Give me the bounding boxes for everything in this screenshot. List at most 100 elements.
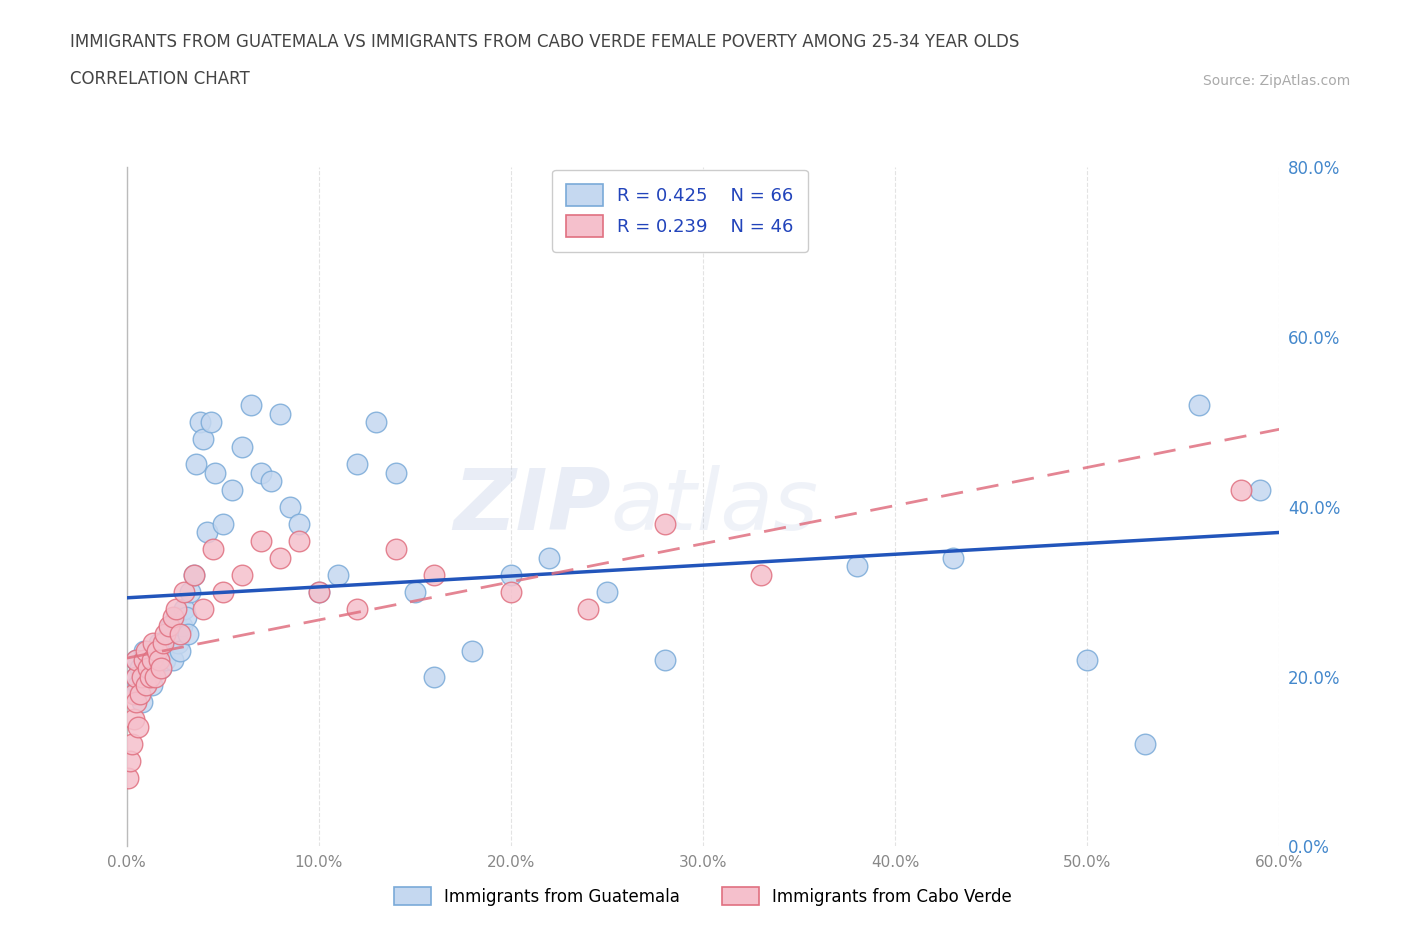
Point <box>269 406 291 421</box>
Point <box>172 618 194 633</box>
Point <box>157 627 180 642</box>
Point <box>346 457 368 472</box>
Point <box>153 627 176 642</box>
Point <box>153 652 176 667</box>
Point <box>1133 737 1156 752</box>
Point <box>138 652 160 667</box>
Point <box>169 627 191 642</box>
Point <box>127 678 149 693</box>
Point <box>167 635 190 650</box>
Point <box>499 584 522 599</box>
Point <box>499 567 522 582</box>
Point <box>125 652 148 667</box>
Point <box>193 602 215 617</box>
Point <box>135 660 157 675</box>
Point <box>145 670 166 684</box>
Point <box>150 660 173 675</box>
Point <box>654 652 676 667</box>
Point <box>1230 483 1253 498</box>
Point <box>1076 652 1098 667</box>
Point <box>179 584 201 599</box>
Point <box>125 686 148 701</box>
Point <box>173 584 195 599</box>
Legend: Immigrants from Guatemala, Immigrants from Cabo Verde: Immigrants from Guatemala, Immigrants fr… <box>388 881 1018 912</box>
Point <box>125 652 148 667</box>
Point <box>423 670 446 684</box>
Point <box>142 635 165 650</box>
Point <box>131 670 153 684</box>
Point <box>596 584 619 599</box>
Text: atlas: atlas <box>610 465 818 549</box>
Point <box>169 644 191 658</box>
Text: IMMIGRANTS FROM GUATEMALA VS IMMIGRANTS FROM CABO VERDE FEMALE POVERTY AMONG 25-: IMMIGRANTS FROM GUATEMALA VS IMMIGRANTS … <box>70 33 1019 50</box>
Point <box>163 627 186 642</box>
Point <box>138 670 160 684</box>
Point <box>211 584 233 599</box>
Point <box>152 635 174 650</box>
Point <box>346 602 368 617</box>
Text: Source: ZipAtlas.com: Source: ZipAtlas.com <box>1202 74 1350 88</box>
Point <box>120 754 142 769</box>
Point <box>173 602 195 617</box>
Point <box>250 534 273 549</box>
Point <box>141 678 163 693</box>
Point <box>461 644 484 658</box>
Point <box>156 635 179 650</box>
Point <box>121 737 143 752</box>
Point <box>749 567 772 582</box>
Point <box>942 551 965 565</box>
Point <box>177 627 200 642</box>
Point <box>384 466 406 481</box>
Point <box>423 567 446 582</box>
Point <box>129 660 152 675</box>
Legend: R = 0.425    N = 66, R = 0.239    N = 46: R = 0.425 N = 66, R = 0.239 N = 46 <box>553 169 808 252</box>
Point <box>200 415 222 430</box>
Point <box>125 670 148 684</box>
Point <box>1188 398 1211 413</box>
Point <box>308 584 330 599</box>
Point <box>308 584 330 599</box>
Point <box>157 618 180 633</box>
Point <box>288 516 311 531</box>
Point <box>135 678 157 693</box>
Point <box>259 474 281 489</box>
Point <box>159 618 181 633</box>
Point <box>366 415 388 430</box>
Point <box>221 483 243 498</box>
Point <box>132 644 155 658</box>
Point <box>166 602 188 617</box>
Point <box>148 652 170 667</box>
Point <box>127 720 149 735</box>
Point <box>146 652 169 667</box>
Point <box>142 652 165 667</box>
Text: CORRELATION CHART: CORRELATION CHART <box>70 70 250 87</box>
Point <box>135 678 157 693</box>
Point <box>845 559 868 574</box>
Point <box>1249 483 1271 498</box>
Point <box>183 567 205 582</box>
Point <box>269 551 291 565</box>
Point <box>125 670 148 684</box>
Point <box>125 695 148 710</box>
Point <box>250 466 273 481</box>
Point <box>240 398 263 413</box>
Point <box>288 534 311 549</box>
Point <box>195 525 218 539</box>
Point <box>145 660 166 675</box>
Point <box>384 542 406 557</box>
Point <box>231 567 253 582</box>
Text: ZIP: ZIP <box>453 465 610 549</box>
Point <box>231 440 253 455</box>
Point <box>162 610 184 625</box>
Point <box>132 652 155 667</box>
Point <box>404 584 426 599</box>
Point <box>326 567 349 582</box>
Point <box>135 644 157 658</box>
Point <box>211 516 233 531</box>
Point <box>122 711 145 726</box>
Point <box>576 602 599 617</box>
Point <box>122 686 145 701</box>
Point <box>278 499 301 514</box>
Point <box>188 415 211 430</box>
Point <box>201 542 224 557</box>
